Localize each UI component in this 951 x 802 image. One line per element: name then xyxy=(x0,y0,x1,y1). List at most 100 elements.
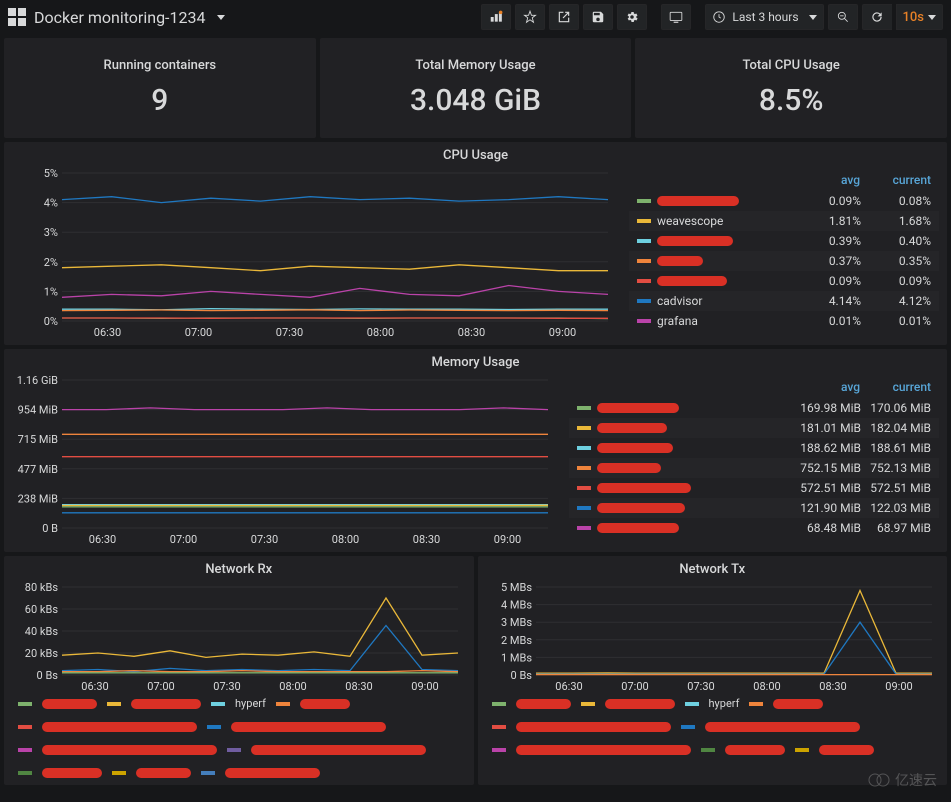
legend-current-value: 4.12% xyxy=(861,294,931,308)
svg-text:07:30: 07:30 xyxy=(276,326,303,339)
legend-item[interactable] xyxy=(227,743,426,756)
svg-text:09:00: 09:00 xyxy=(494,533,521,546)
legend-row[interactable]: grafana 0.01% 0.01% xyxy=(629,311,939,331)
share-button[interactable] xyxy=(549,4,579,30)
legend-item[interactable] xyxy=(701,743,785,756)
legend-row[interactable]: cadvisor 4.14% 4.12% xyxy=(629,291,939,311)
singlestat-panel[interactable]: Running containers 9 xyxy=(4,38,316,138)
legend-item[interactable]: hyperf xyxy=(685,697,740,710)
legend-swatch xyxy=(701,748,715,752)
legend-row[interactable]: weavescope 1.81% 1.68% xyxy=(629,211,939,231)
legend-item[interactable] xyxy=(492,720,671,733)
legend-current-value: 572.51 MiB xyxy=(861,481,931,495)
time-range-label: Last 3 hours xyxy=(732,10,798,24)
svg-text:08:30: 08:30 xyxy=(345,680,372,693)
network-rx-chart[interactable]: 0 Bs20 kBs40 kBs60 kBs80 kBs06:3007:0007… xyxy=(12,583,466,693)
panel-title: CPU Usage xyxy=(12,148,939,163)
settings-button[interactable] xyxy=(617,4,647,30)
svg-text:20 kBs: 20 kBs xyxy=(25,647,59,660)
legend-avg-value: 121.90 MiB xyxy=(791,501,861,515)
svg-text:0 Bs: 0 Bs xyxy=(37,669,59,682)
refresh-button[interactable] xyxy=(862,4,892,30)
legend-series-name: grafana xyxy=(657,314,791,328)
legend-item[interactable]: hyperf xyxy=(211,697,266,710)
legend-item[interactable] xyxy=(18,743,217,756)
zoom-out-button[interactable] xyxy=(828,4,858,30)
legend-row[interactable]: 181.01 MiB 182.04 MiB xyxy=(569,418,939,438)
svg-text:3%: 3% xyxy=(44,226,58,239)
legend-swatch xyxy=(18,702,32,706)
svg-text:08:00: 08:00 xyxy=(279,680,306,693)
cpu-usage-panel: CPU Usage 0%1%2%3%4%5%06:3007:0007:3008:… xyxy=(4,142,947,345)
legend-row[interactable]: 0.09% 0.08% xyxy=(629,191,939,211)
legend-series-name xyxy=(300,697,350,710)
svg-text:07:30: 07:30 xyxy=(251,533,278,546)
legend-row[interactable]: 121.90 MiB 122.03 MiB xyxy=(569,498,939,518)
legend-current-value: 188.61 MiB xyxy=(861,441,931,455)
svg-text:1.16 GiB: 1.16 GiB xyxy=(17,376,58,387)
chevron-down-icon xyxy=(809,15,817,20)
singlestat-panel[interactable]: Total CPU Usage 8.5% xyxy=(635,38,947,138)
singlestat-panel[interactable]: Total Memory Usage 3.048 GiB xyxy=(320,38,632,138)
legend-item[interactable] xyxy=(749,697,823,710)
legend-avg-value: 169.98 MiB xyxy=(791,401,861,415)
tv-mode-button[interactable] xyxy=(661,4,691,30)
legend-item[interactable] xyxy=(581,697,675,710)
legend-avg-value: 0.39% xyxy=(791,234,861,248)
legend-series-name xyxy=(516,720,671,733)
panel-title: Network Rx xyxy=(12,562,466,577)
dashboard-picker[interactable]: Docker monitoring-1234 xyxy=(8,8,225,27)
legend-item[interactable] xyxy=(492,743,691,756)
legend-item[interactable] xyxy=(492,697,571,710)
chevron-down-icon xyxy=(928,15,936,20)
legend-current-value: 0.08% xyxy=(861,194,931,208)
svg-text:07:30: 07:30 xyxy=(687,680,714,693)
svg-text:715 MiB: 715 MiB xyxy=(18,433,59,446)
legend-item[interactable] xyxy=(681,720,860,733)
legend-series-name xyxy=(597,461,791,475)
svg-text:4%: 4% xyxy=(44,197,58,210)
legend-item[interactable] xyxy=(276,697,350,710)
legend-row[interactable]: 752.15 MiB 752.13 MiB xyxy=(569,458,939,478)
save-button[interactable] xyxy=(583,4,613,30)
legend-series-name xyxy=(42,720,197,733)
legend-swatch xyxy=(637,199,651,203)
legend-item[interactable] xyxy=(207,720,386,733)
svg-text:08:30: 08:30 xyxy=(458,326,485,339)
legend-item[interactable] xyxy=(107,697,201,710)
network-tx-chart[interactable]: 0 Bs1 MBs2 MBs3 MBs4 MBs5 MBs06:3007:000… xyxy=(486,583,940,693)
legend-series-name xyxy=(605,697,675,710)
legend-row[interactable]: 0.09% 0.09% xyxy=(629,271,939,291)
legend-item[interactable] xyxy=(795,743,874,756)
svg-text:4 MBs: 4 MBs xyxy=(500,599,531,612)
legend-item[interactable] xyxy=(112,766,191,779)
memory-chart[interactable]: 0 B238 MiB477 MiB715 MiB954 MiB1.16 GiB0… xyxy=(12,376,561,546)
legend-item[interactable] xyxy=(18,766,102,779)
legend-item[interactable] xyxy=(18,720,197,733)
legend-swatch xyxy=(637,219,651,223)
legend-row[interactable]: 0.37% 0.35% xyxy=(629,251,939,271)
cpu-chart[interactable]: 0%1%2%3%4%5%06:3007:0007:3008:0008:3009:… xyxy=(12,169,621,339)
svg-text:06:30: 06:30 xyxy=(89,533,116,546)
legend-avg-value: 0.37% xyxy=(791,254,861,268)
svg-text:0%: 0% xyxy=(44,315,58,328)
add-panel-button[interactable] xyxy=(481,4,511,30)
time-range-button[interactable]: Last 3 hours xyxy=(705,4,823,30)
panel-title: Network Tx xyxy=(486,562,940,577)
legend-item[interactable] xyxy=(201,766,320,779)
legend-row[interactable]: 169.98 MiB 170.06 MiB xyxy=(569,398,939,418)
svg-text:0 B: 0 B xyxy=(42,522,58,535)
legend-row[interactable]: 572.51 MiB 572.51 MiB xyxy=(569,478,939,498)
legend-item[interactable] xyxy=(18,697,97,710)
legend-series-name xyxy=(705,720,860,733)
legend-row[interactable]: 68.48 MiB 68.97 MiB xyxy=(569,518,939,538)
legend-current-value: 170.06 MiB xyxy=(861,401,931,415)
star-button[interactable] xyxy=(515,4,545,30)
legend-series-name xyxy=(597,481,791,495)
refresh-interval-button[interactable]: 10s xyxy=(896,4,943,30)
memory-usage-panel: Memory Usage 0 B238 MiB477 MiB715 MiB954… xyxy=(4,349,947,552)
legend-row[interactable]: 188.62 MiB 188.61 MiB xyxy=(569,438,939,458)
legend-swatch xyxy=(18,725,32,729)
legend-row[interactable]: 0.39% 0.40% xyxy=(629,231,939,251)
legend-swatch xyxy=(637,279,651,283)
